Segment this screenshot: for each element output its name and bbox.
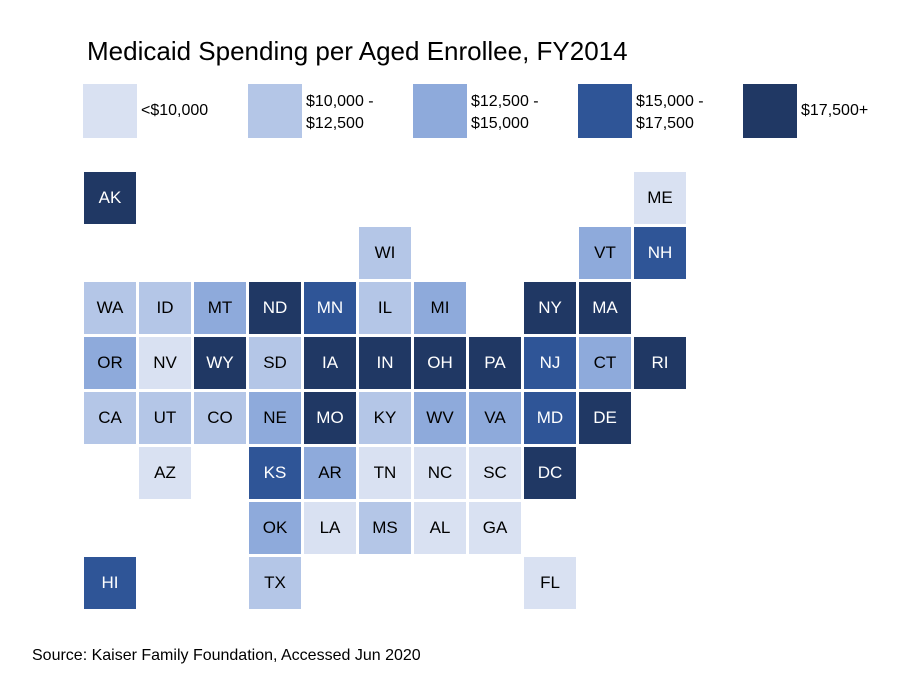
- state-tile-il: IL: [359, 282, 411, 334]
- state-tile-nc: NC: [414, 447, 466, 499]
- state-tile-hi: HI: [84, 557, 136, 609]
- legend-label: $10,000 - $12,500: [306, 93, 374, 132]
- state-tile-vt: VT: [579, 227, 631, 279]
- legend-label: $12,500 - $15,000: [471, 93, 539, 132]
- state-tile-mn: MN: [304, 282, 356, 334]
- state-tile-me: ME: [634, 172, 686, 224]
- state-tile-nh: NH: [634, 227, 686, 279]
- state-tile-tx: TX: [249, 557, 301, 609]
- state-tile-al: AL: [414, 502, 466, 554]
- state-tile-ak: AK: [84, 172, 136, 224]
- state-tile-sc: SC: [469, 447, 521, 499]
- legend-swatch: [83, 84, 137, 138]
- state-tile-tn: TN: [359, 447, 411, 499]
- state-tile-ar: AR: [304, 447, 356, 499]
- state-tile-ia: IA: [304, 337, 356, 389]
- state-tile-id: ID: [139, 282, 191, 334]
- state-tile-va: VA: [469, 392, 521, 444]
- state-tile-ct: CT: [579, 337, 631, 389]
- state-tile-mo: MO: [304, 392, 356, 444]
- state-tile-ri: RI: [634, 337, 686, 389]
- state-tile-wy: WY: [194, 337, 246, 389]
- legend-swatch: [413, 84, 467, 138]
- state-tile-ut: UT: [139, 392, 191, 444]
- state-tile-in: IN: [359, 337, 411, 389]
- state-tile-ne: NE: [249, 392, 301, 444]
- state-tile-ks: KS: [249, 447, 301, 499]
- state-tile-oh: OH: [414, 337, 466, 389]
- state-tile-nv: NV: [139, 337, 191, 389]
- state-tile-or: OR: [84, 337, 136, 389]
- state-tile-ga: GA: [469, 502, 521, 554]
- state-tile-nd: ND: [249, 282, 301, 334]
- state-tile-wv: WV: [414, 392, 466, 444]
- state-tile-wi: WI: [359, 227, 411, 279]
- state-tile-az: AZ: [139, 447, 191, 499]
- state-tile-mt: MT: [194, 282, 246, 334]
- state-tile-wa: WA: [84, 282, 136, 334]
- state-tile-ky: KY: [359, 392, 411, 444]
- state-tile-md: MD: [524, 392, 576, 444]
- state-tile-nj: NJ: [524, 337, 576, 389]
- legend-swatch: [248, 84, 302, 138]
- legend-label: $15,000 - $17,500: [636, 93, 704, 132]
- legend-label: <$10,000: [141, 102, 209, 119]
- state-tile-mi: MI: [414, 282, 466, 334]
- state-tile-ma: MA: [579, 282, 631, 334]
- state-tile-la: LA: [304, 502, 356, 554]
- state-tile-dc: DC: [524, 447, 576, 499]
- state-tile-fl: FL: [524, 557, 576, 609]
- state-tile-ny: NY: [524, 282, 576, 334]
- state-tile-de: DE: [579, 392, 631, 444]
- state-tile-co: CO: [194, 392, 246, 444]
- legend-swatch: [743, 84, 797, 138]
- state-tile-ca: CA: [84, 392, 136, 444]
- legend-label: $17,500+: [801, 102, 869, 119]
- state-tile-ok: OK: [249, 502, 301, 554]
- source-note: Source: Kaiser Family Foundation, Access…: [32, 647, 421, 664]
- chart-title: Medicaid Spending per Aged Enrollee, FY2…: [87, 36, 628, 66]
- state-tile-sd: SD: [249, 337, 301, 389]
- legend-swatch: [578, 84, 632, 138]
- state-tile-ms: MS: [359, 502, 411, 554]
- state-tile-pa: PA: [469, 337, 521, 389]
